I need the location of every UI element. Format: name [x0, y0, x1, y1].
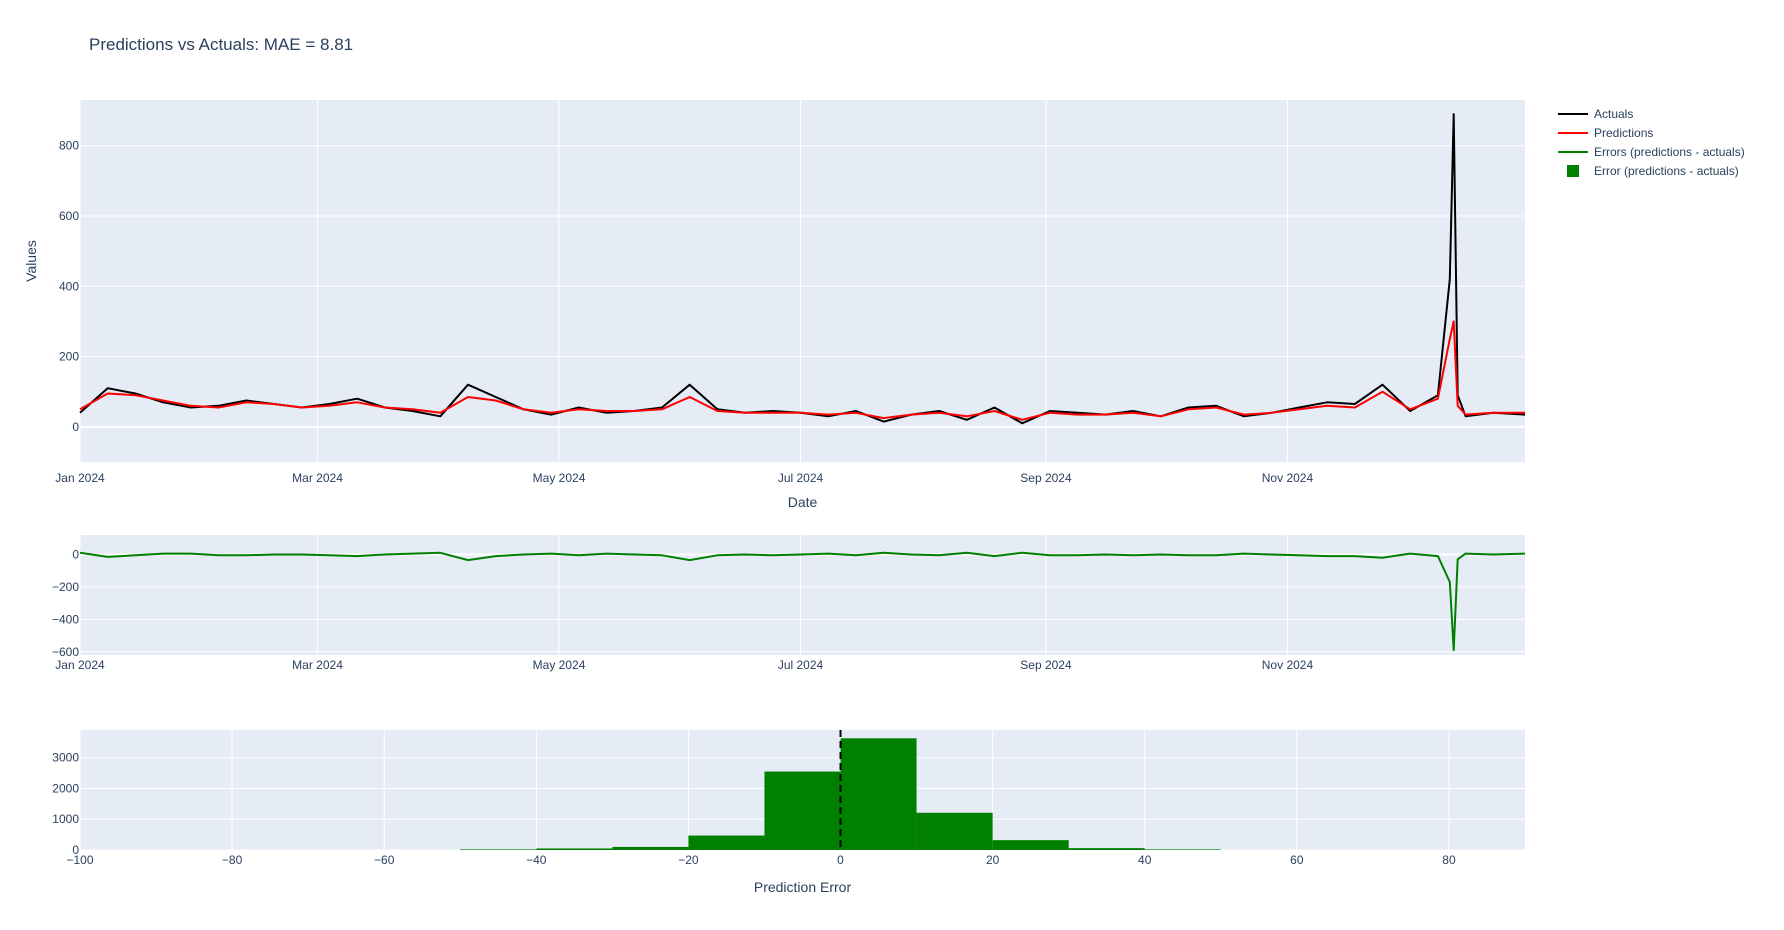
histogram-bar [688, 835, 765, 850]
timeseries-grid [79, 100, 1525, 462]
histogram-bar [536, 848, 613, 850]
timeseries-y-tick-label: 800 [59, 139, 79, 153]
legend-item[interactable]: Predictions [1558, 126, 1653, 140]
errors-y-tick-label: 0 [72, 547, 79, 561]
errors-plot-area [80, 535, 1525, 655]
timeseries-ticks: Jan 2024 Mar 2024 May 2024 Jul 2024 Sep 2024… [55, 139, 1313, 485]
timeseries-x-tick-label: Jul 2024 [778, 471, 824, 485]
timeseries-series [79, 113, 1526, 425]
timeseries-x-tick-label: Sep 2024 [1020, 471, 1072, 485]
legend-item[interactable]: Errors (predictions - actuals) [1558, 145, 1745, 159]
timeseries-y-tick-label: 200 [59, 350, 79, 364]
legend[interactable]: Actuals Predictions Errors (predictions - … [1558, 107, 1745, 178]
histogram-x-tick-label: 40 [1138, 853, 1152, 867]
histogram-y-tick-label: 3000 [52, 751, 79, 765]
histogram-x-tick-label: 60 [1290, 853, 1304, 867]
timeseries-y-tick-label: 0 [72, 420, 79, 434]
errors-y-tick-label: −200 [52, 580, 79, 594]
histogram-bar [460, 849, 537, 850]
histogram-bar [612, 846, 689, 850]
errors-x-tick-label: May 2024 [533, 658, 586, 672]
legend-label: Predictions [1594, 126, 1653, 140]
errors-x-tick-label: Jul 2024 [778, 658, 824, 672]
timeseries-y-tick-label: 600 [59, 209, 79, 223]
histogram-ticks: 0 1000 2000 3000 −100 −80 −60 −40 −20 0 20 40 60 80 [52, 751, 1456, 867]
errors-x-tick-label: Jan 2024 [55, 658, 105, 672]
legend-item[interactable]: Error (predictions - actuals) [1567, 164, 1739, 178]
timeseries-x-tick-label: Jan 2024 [55, 471, 105, 485]
histogram-x-tick-label: 20 [986, 853, 1000, 867]
histogram-bar [1144, 849, 1221, 850]
legend-square-swatch [1567, 165, 1579, 177]
chart-title: Predictions vs Actuals: MAE = 8.81 [89, 35, 353, 54]
histogram-x-tick-label: −100 [66, 853, 93, 867]
errors-series [79, 551, 1526, 652]
errors-ticks: Jan 2024 Mar 2024 May 2024 Jul 2024 Sep 2024… [52, 547, 1314, 672]
histogram-x-tick-label: 80 [1442, 853, 1456, 867]
timeseries-x-axis-label: Date [788, 494, 818, 510]
histogram-x-tick-label: 0 [837, 853, 844, 867]
histogram-x-axis-label: Prediction Error [754, 879, 852, 895]
histogram-x-tick-label: −20 [678, 853, 699, 867]
timeseries-y-tick-label: 400 [59, 279, 79, 293]
timeseries-plot-area [80, 100, 1525, 462]
errors-line [79, 551, 1526, 652]
legend-item[interactable]: Actuals [1558, 107, 1633, 121]
errors-x-tick-label: Mar 2024 [292, 658, 343, 672]
legend-label: Error (predictions - actuals) [1594, 164, 1739, 178]
histogram-x-tick-label: −60 [374, 853, 395, 867]
histogram-bar [992, 840, 1069, 850]
timeseries-x-tick-label: Nov 2024 [1262, 471, 1314, 485]
errors-y-tick-label: −400 [52, 612, 79, 626]
timeseries-x-tick-label: Mar 2024 [292, 471, 343, 485]
histogram-y-tick-label: 2000 [52, 781, 79, 795]
histogram-bar [764, 771, 841, 850]
histogram-x-tick-label: −40 [526, 853, 547, 867]
histogram-x-tick-label: −80 [222, 853, 243, 867]
histogram-bar [1068, 848, 1145, 850]
legend-label: Actuals [1594, 107, 1633, 121]
timeseries-y-axis-label: Values [23, 240, 39, 282]
errors-x-tick-label: Nov 2024 [1262, 658, 1314, 672]
histogram-bars [460, 738, 1221, 850]
histogram-bar [840, 738, 917, 850]
histogram-y-tick-label: 0 [72, 843, 79, 857]
histogram-bar [916, 812, 993, 850]
legend-label: Errors (predictions - actuals) [1594, 145, 1745, 159]
histogram-y-tick-label: 1000 [52, 812, 79, 826]
timeseries-x-tick-label: May 2024 [533, 471, 586, 485]
errors-y-tick-label: −600 [52, 645, 79, 659]
predictions-line [79, 320, 1525, 421]
errors-x-tick-label: Sep 2024 [1020, 658, 1072, 672]
